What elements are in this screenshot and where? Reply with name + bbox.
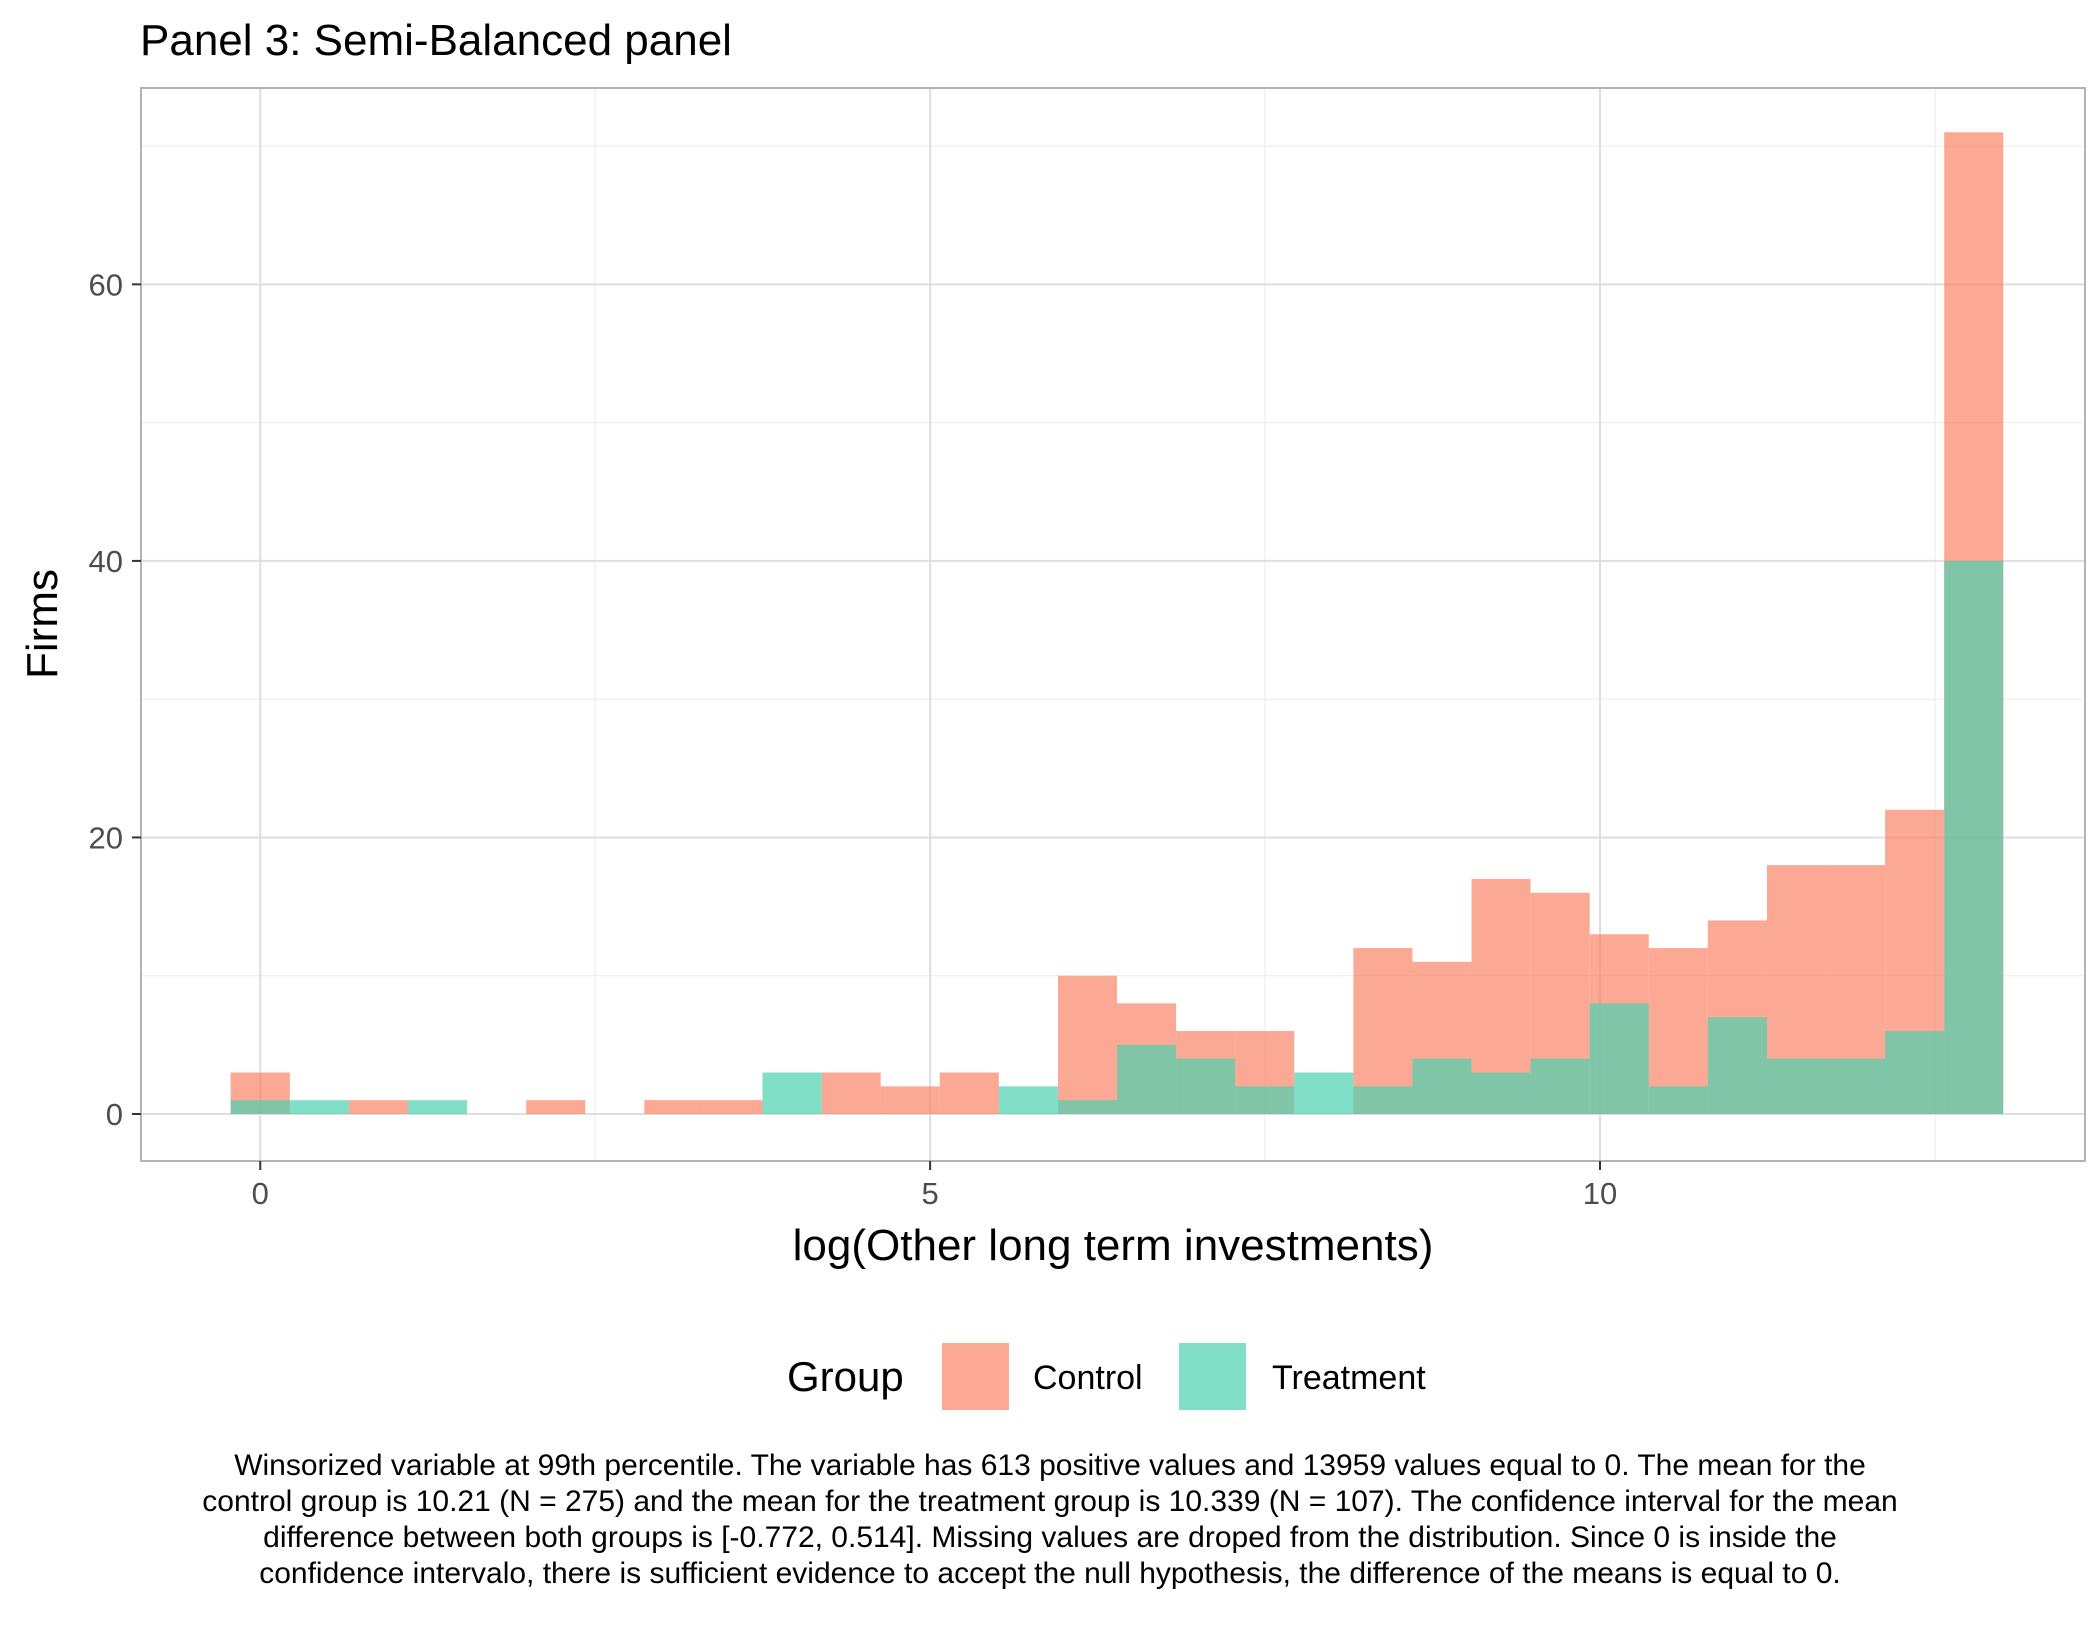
x-tick-label: 0: [252, 1176, 269, 1211]
x-axis-title: log(Other long term investments): [793, 1221, 1434, 1270]
y-tick-label: 60: [89, 267, 123, 302]
treatment-bar: [998, 1086, 1058, 1114]
treatment-bar: [1471, 1072, 1531, 1114]
control-bar: [939, 1072, 999, 1114]
treatment-bar: [1294, 1072, 1354, 1114]
x-tick-label: 5: [921, 1176, 938, 1211]
control-bar: [821, 1072, 881, 1114]
treatment-bar: [1057, 1100, 1118, 1114]
treatment-bars: [230, 560, 2004, 1114]
legend-title: Group: [787, 1353, 904, 1400]
control-bar: [526, 1100, 586, 1114]
control-bar: [644, 1100, 704, 1114]
chart-title: Panel 3: Semi-Balanced panel: [140, 16, 732, 65]
x-axis-ticks: 0 5 10: [252, 1161, 1617, 1211]
x-tick-label: 10: [1583, 1176, 1617, 1211]
treatment-bar: [1589, 1003, 1649, 1114]
control-bar: [880, 1086, 940, 1114]
treatment-bar: [1530, 1058, 1590, 1114]
legend-label-control: Control: [1033, 1359, 1143, 1397]
treatment-bar: [1885, 1031, 1945, 1114]
treatment-bar: [1353, 1086, 1413, 1114]
control-bar: [1648, 948, 1708, 1114]
control-bar: [1353, 948, 1413, 1114]
plot-border: [140, 87, 2086, 1162]
legend: Group Control Treatment: [787, 1343, 1426, 1410]
control-bar: [348, 1100, 409, 1114]
y-axis-ticks: 0 20 40 60: [89, 267, 141, 1132]
treatment-bar: [1766, 1058, 1827, 1114]
y-tick-label: 0: [106, 1097, 123, 1132]
treatment-bar: [1707, 1017, 1767, 1114]
treatment-bar: [1944, 560, 2004, 1114]
control-bar: [1057, 975, 1118, 1114]
treatment-bar: [1412, 1058, 1472, 1114]
y-tick-label: 20: [89, 820, 123, 855]
control-bar: [703, 1100, 763, 1114]
treatment-bar: [1648, 1086, 1708, 1114]
treatment-bar: [289, 1100, 349, 1114]
treatment-bar: [1235, 1086, 1295, 1114]
treatment-bar: [1117, 1044, 1177, 1114]
treatment-bar: [230, 1100, 290, 1114]
treatment-bar: [762, 1072, 822, 1114]
legend-swatch-treatment: [1179, 1343, 1246, 1410]
legend-swatch-control: [942, 1343, 1009, 1410]
treatment-bar: [408, 1100, 468, 1114]
chart-caption: Winsorized variable at 99th percentile. …: [202, 1449, 1898, 1590]
y-axis-title: Firms: [18, 569, 67, 679]
y-tick-label: 40: [89, 544, 123, 579]
treatment-bar: [1176, 1058, 1236, 1114]
treatment-bar: [1826, 1058, 1886, 1114]
legend-label-treatment: Treatment: [1272, 1359, 1426, 1397]
